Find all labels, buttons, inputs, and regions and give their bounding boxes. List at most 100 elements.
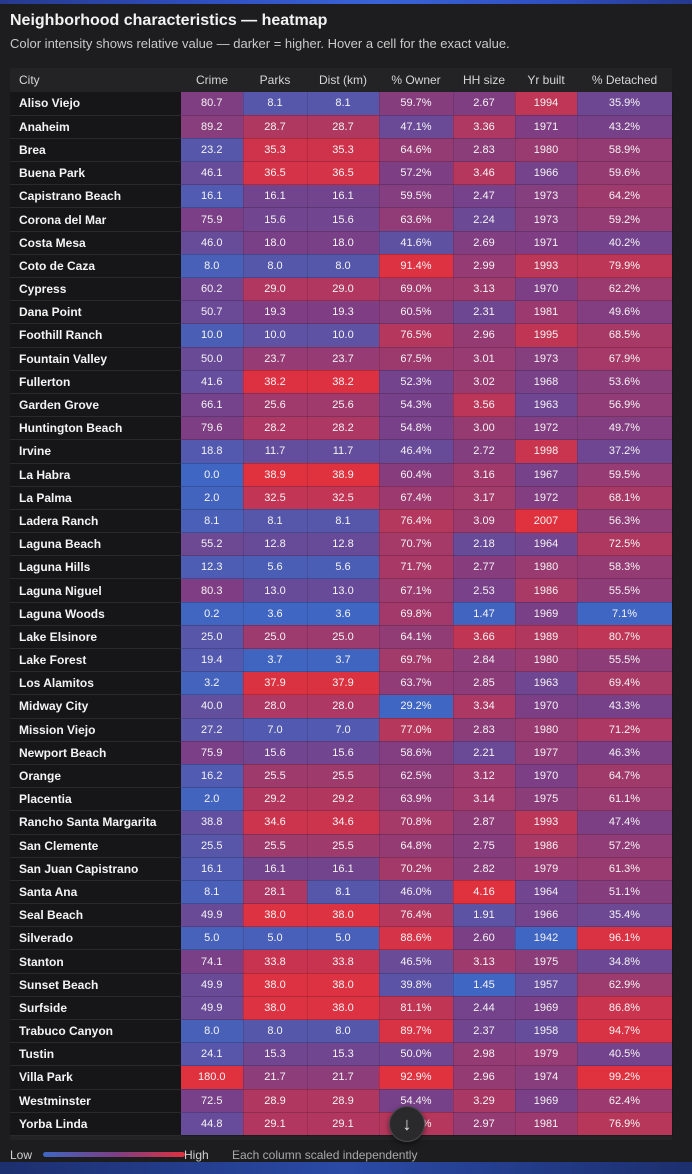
heatmap-cell-crime[interactable]: 60.2 [181, 277, 244, 302]
heatmap-cell-hh[interactable]: 2.85 [453, 671, 516, 696]
heatmap-cell-parks[interactable]: 38.9 [243, 463, 308, 487]
heatmap-cell-dist[interactable]: 38.2 [307, 370, 380, 394]
heatmap-cell-hh[interactable]: 1.91 [453, 903, 516, 928]
heatmap-cell-owner[interactable]: 63.7% [379, 671, 454, 696]
heatmap-cell-det[interactable]: 80.7% [577, 625, 673, 650]
heatmap-cell-hh[interactable]: 2.82 [453, 857, 516, 881]
heatmap-cell-crime[interactable]: 40.0 [181, 694, 244, 719]
heatmap-cell-dist[interactable]: 11.7 [307, 439, 380, 464]
heatmap-cell-parks[interactable]: 8.0 [243, 254, 308, 279]
heatmap-cell-det[interactable]: 59.6% [577, 161, 673, 186]
heatmap-cell-hh[interactable]: 2.83 [453, 138, 516, 163]
heatmap-cell-yr[interactable]: 1963 [515, 671, 578, 696]
heatmap-cell-owner[interactable]: 76.5% [379, 323, 454, 348]
heatmap-cell-owner[interactable]: 58.6% [379, 741, 454, 765]
heatmap-cell-dist[interactable]: 16.1 [307, 857, 380, 881]
heatmap-cell-det[interactable]: 43.3% [577, 694, 673, 719]
heatmap-cell-parks[interactable]: 8.0 [243, 1019, 308, 1044]
heatmap-cell-owner[interactable]: 63.9% [379, 787, 454, 812]
heatmap-cell-owner[interactable]: 46.0% [379, 880, 454, 905]
heatmap-cell-yr[interactable]: 1974 [515, 1065, 578, 1090]
heatmap-cell-crime[interactable]: 0.0 [181, 463, 244, 487]
heatmap-cell-hh[interactable]: 2.31 [453, 300, 516, 325]
heatmap-cell-crime[interactable]: 66.1 [181, 393, 244, 418]
heatmap-cell-det[interactable]: 35.4% [577, 903, 673, 928]
heatmap-cell-owner[interactable]: 62.5% [379, 764, 454, 789]
heatmap-cell-dist[interactable]: 23.7 [307, 347, 380, 371]
heatmap-cell-det[interactable]: 7.1% [577, 602, 673, 626]
heatmap-cell-crime[interactable]: 12.3 [181, 555, 244, 580]
heatmap-cell-yr[interactable]: 1967 [515, 463, 578, 487]
heatmap-cell-yr[interactable]: 1957 [515, 973, 578, 997]
heatmap-cell-parks[interactable]: 13.0 [243, 578, 308, 603]
heatmap-cell-dist[interactable]: 15.6 [307, 741, 380, 765]
heatmap-cell-dist[interactable]: 15.3 [307, 1042, 380, 1067]
heatmap-cell-crime[interactable]: 2.0 [181, 486, 244, 510]
heatmap-cell-owner[interactable]: 41.6% [379, 231, 454, 255]
heatmap-cell-dist[interactable]: 8.1 [307, 509, 380, 534]
heatmap-cell-hh[interactable]: 3.36 [453, 115, 516, 139]
heatmap-table-container[interactable]: City Crime Parks Dist (km) % Owner HH size Yr… [10, 68, 673, 1140]
heatmap-cell-det[interactable]: 46.3% [577, 741, 673, 765]
column-header-parks[interactable]: Parks [259, 73, 291, 87]
heatmap-cell-owner[interactable]: 60.4% [379, 463, 454, 487]
heatmap-cell-dist[interactable]: 19.3 [307, 300, 380, 325]
heatmap-cell-hh[interactable]: 3.00 [453, 416, 516, 441]
heatmap-cell-parks[interactable]: 11.7 [243, 439, 308, 464]
heatmap-cell-parks[interactable]: 36.5 [243, 161, 308, 186]
heatmap-cell-hh[interactable]: 3.12 [453, 764, 516, 789]
heatmap-cell-yr[interactable]: 1973 [515, 207, 578, 232]
column-header-yr[interactable]: Yr built [527, 73, 565, 87]
heatmap-cell-crime[interactable]: 79.6 [181, 416, 244, 441]
heatmap-cell-dist[interactable]: 29.0 [307, 277, 380, 302]
heatmap-cell-parks[interactable]: 28.0 [243, 694, 308, 719]
heatmap-cell-dist[interactable]: 8.0 [307, 254, 380, 279]
heatmap-cell-hh[interactable]: 2.67 [453, 92, 516, 116]
heatmap-cell-yr[interactable]: 1973 [515, 184, 578, 209]
heatmap-cell-dist[interactable]: 7.0 [307, 718, 380, 742]
heatmap-cell-owner[interactable]: 50.0% [379, 1042, 454, 1067]
heatmap-cell-owner[interactable]: 59.5% [379, 184, 454, 209]
heatmap-cell-dist[interactable]: 32.5 [307, 486, 380, 510]
heatmap-cell-parks[interactable]: 28.2 [243, 416, 308, 441]
heatmap-cell-parks[interactable]: 29.1 [243, 1112, 308, 1136]
heatmap-cell-crime[interactable]: 75.9 [181, 741, 244, 765]
heatmap-cell-det[interactable]: 35.9% [577, 92, 673, 116]
heatmap-cell-parks[interactable]: 29.0 [243, 277, 308, 302]
heatmap-cell-crime[interactable]: 50.0 [181, 347, 244, 371]
heatmap-cell-det[interactable]: 55.5% [577, 648, 673, 673]
heatmap-cell-dist[interactable]: 37.9 [307, 671, 380, 696]
heatmap-cell-owner[interactable]: 29.2% [379, 694, 454, 719]
heatmap-cell-yr[interactable]: 1972 [515, 486, 578, 510]
heatmap-cell-crime[interactable]: 49.9 [181, 903, 244, 928]
heatmap-cell-yr[interactable]: 1977 [515, 741, 578, 765]
heatmap-cell-hh[interactable]: 2.24 [453, 207, 516, 232]
heatmap-cell-dist[interactable]: 25.0 [307, 625, 380, 650]
heatmap-cell-owner[interactable]: 69.7% [379, 648, 454, 673]
heatmap-cell-parks[interactable]: 15.6 [243, 741, 308, 765]
heatmap-cell-yr[interactable]: 1969 [515, 1089, 578, 1113]
heatmap-cell-parks[interactable]: 38.0 [243, 996, 308, 1021]
heatmap-cell-crime[interactable]: 8.0 [181, 1019, 244, 1044]
heatmap-cell-crime[interactable]: 8.1 [181, 880, 244, 905]
heatmap-cell-owner[interactable]: 69.0% [379, 277, 454, 302]
heatmap-cell-det[interactable]: 47.4% [577, 810, 673, 835]
heatmap-cell-det[interactable]: 62.4% [577, 1089, 673, 1113]
heatmap-cell-crime[interactable]: 5.0 [181, 926, 244, 951]
heatmap-cell-dist[interactable]: 29.2 [307, 787, 380, 812]
heatmap-cell-hh[interactable]: 3.09 [453, 509, 516, 534]
heatmap-cell-dist[interactable]: 5.0 [307, 926, 380, 951]
heatmap-cell-det[interactable]: 76.9% [577, 1112, 673, 1136]
heatmap-cell-yr[interactable]: 1966 [515, 161, 578, 186]
heatmap-cell-parks[interactable]: 25.0 [243, 625, 308, 650]
heatmap-cell-hh[interactable]: 3.02 [453, 370, 516, 394]
heatmap-cell-owner[interactable]: 91.4% [379, 254, 454, 279]
heatmap-cell-dist[interactable]: 3.7 [307, 648, 380, 673]
heatmap-cell-crime[interactable]: 89.2 [181, 115, 244, 139]
heatmap-cell-hh[interactable]: 2.84 [453, 648, 516, 673]
heatmap-cell-yr[interactable]: 1980 [515, 555, 578, 580]
heatmap-cell-parks[interactable]: 33.8 [243, 949, 308, 974]
heatmap-cell-crime[interactable]: 46.1 [181, 161, 244, 186]
heatmap-cell-owner[interactable]: 64.8% [379, 834, 454, 858]
heatmap-cell-crime[interactable]: 25.5 [181, 834, 244, 858]
